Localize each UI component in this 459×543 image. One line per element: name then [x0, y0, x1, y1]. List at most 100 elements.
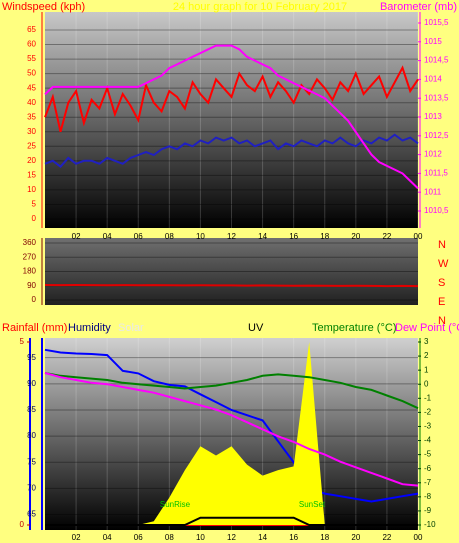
- tick-label: 180: [23, 267, 37, 276]
- x-tick-label: 10: [196, 232, 205, 241]
- tick-label: 0: [424, 379, 429, 388]
- tick-label: 1011: [424, 187, 442, 196]
- tick-label: 3: [424, 337, 429, 346]
- tick-label: -4: [424, 436, 432, 445]
- line: [44, 372, 419, 487]
- x-tick-label: 06: [134, 232, 143, 241]
- tick-label: -2: [424, 407, 432, 416]
- tick-label: -8: [424, 492, 432, 501]
- line: [44, 44, 419, 190]
- tick-label: 360: [23, 238, 37, 247]
- line: [44, 283, 419, 288]
- tick-label: 30: [27, 127, 36, 136]
- line: [44, 133, 419, 169]
- tick-label: 1012,5: [424, 131, 449, 140]
- tick-label: 270: [23, 252, 37, 261]
- marks: 02 04 06 08 10 12 14 16 18 20 22 000510152025303540…: [2, 12, 459, 542]
- tick-label: -1: [424, 393, 432, 402]
- tick-label: 1015: [424, 37, 442, 46]
- x-tick-label: 22: [382, 232, 391, 241]
- tick-label: 65: [27, 510, 36, 519]
- tick-label: -10: [424, 520, 436, 529]
- tick-label: 1013,5: [424, 93, 449, 102]
- tick-label: 55: [27, 54, 36, 63]
- tick-label: 85: [27, 405, 36, 414]
- tick-label: -3: [424, 422, 432, 431]
- x-tick-label: 08: [165, 232, 174, 241]
- tick-label: 25: [27, 141, 36, 150]
- x-tick-label: 12: [227, 232, 236, 241]
- tick-label: 80: [27, 431, 36, 440]
- tick-label: 40: [27, 98, 36, 107]
- x-tick-label: 12: [227, 533, 236, 542]
- x-tick-label: 02: [72, 232, 81, 241]
- tick-label: 75: [27, 457, 36, 466]
- area: [45, 342, 418, 525]
- line: [44, 372, 419, 410]
- tick-label: 60: [27, 40, 36, 49]
- tick-label: -9: [424, 506, 432, 515]
- tick-label: 20: [27, 156, 36, 165]
- tick-label: 1012: [424, 150, 442, 159]
- direction-label: N: [438, 315, 446, 327]
- direction-label: N: [438, 239, 446, 251]
- tick-label: 95: [27, 353, 36, 362]
- line: [44, 65, 419, 133]
- tick-label: 45: [27, 83, 36, 92]
- x-tick-label: 18: [320, 232, 329, 241]
- tick-label: -6: [424, 464, 432, 473]
- legend-label: Humidity: [68, 322, 111, 334]
- x-tick-label: 04: [103, 533, 112, 542]
- plot-area: [45, 12, 418, 228]
- x-tick-label: 04: [103, 232, 112, 241]
- tick-label: 1014,5: [424, 56, 449, 65]
- legend-label: UV: [248, 322, 264, 334]
- x-tick-label: 02: [72, 533, 81, 542]
- legend-label: Solar: [118, 322, 144, 334]
- chart-title: 24 hour graph for 10 February 2017: [173, 1, 347, 13]
- tick-label: 5: [20, 337, 25, 346]
- tick-label: 1: [424, 365, 429, 374]
- direction-label: E: [438, 296, 445, 308]
- tick-label: 50: [27, 69, 36, 78]
- line: [45, 516, 418, 526]
- tick-label: 5: [32, 200, 37, 209]
- legend-label: Dew Point (°C): [395, 322, 459, 334]
- x-tick-label: 20: [351, 232, 360, 241]
- x-tick-label: 10: [196, 533, 205, 542]
- legend-label: Temperature (°C): [312, 322, 396, 334]
- legend-label: Rainfall (mm): [2, 322, 67, 334]
- tick-label: 35: [27, 112, 36, 121]
- tick-label: 2: [424, 351, 429, 360]
- tick-label: 1013: [424, 112, 442, 121]
- x-tick-label: 14: [258, 232, 267, 241]
- tick-label: 1010,5: [424, 206, 449, 215]
- tick-label: 1011,5: [424, 169, 448, 178]
- x-tick-label: 16: [289, 232, 298, 241]
- x-tick-label: 14: [258, 533, 267, 542]
- x-tick-label: 18: [320, 533, 329, 542]
- annotation: SunRise: [160, 500, 191, 509]
- x-tick-label: 20: [351, 533, 360, 542]
- tick-label: 10: [27, 185, 36, 194]
- tick-label: 15: [27, 170, 36, 179]
- y2-axis-label: Barometer (mb): [380, 1, 457, 13]
- x-tick-label: 00: [414, 232, 423, 241]
- x-tick-label: 22: [382, 533, 391, 542]
- y-axis-label: Windspeed (kph): [2, 1, 85, 13]
- tick-label: 90: [27, 281, 36, 290]
- direction-label: S: [438, 277, 445, 289]
- tick-label: 0: [32, 214, 37, 223]
- plot-area: [45, 238, 418, 305]
- tick-label: 70: [27, 484, 36, 493]
- tick-label: 1015,5: [424, 18, 449, 27]
- tick-label: -5: [424, 450, 432, 459]
- tick-label: -7: [424, 478, 432, 487]
- tick-label: 65: [27, 25, 36, 34]
- tick-label: 90: [27, 379, 36, 388]
- x-tick-label: 08: [165, 533, 174, 542]
- x-tick-label: 16: [289, 533, 298, 542]
- x-tick-label: 06: [134, 533, 143, 542]
- direction-label: W: [438, 258, 449, 270]
